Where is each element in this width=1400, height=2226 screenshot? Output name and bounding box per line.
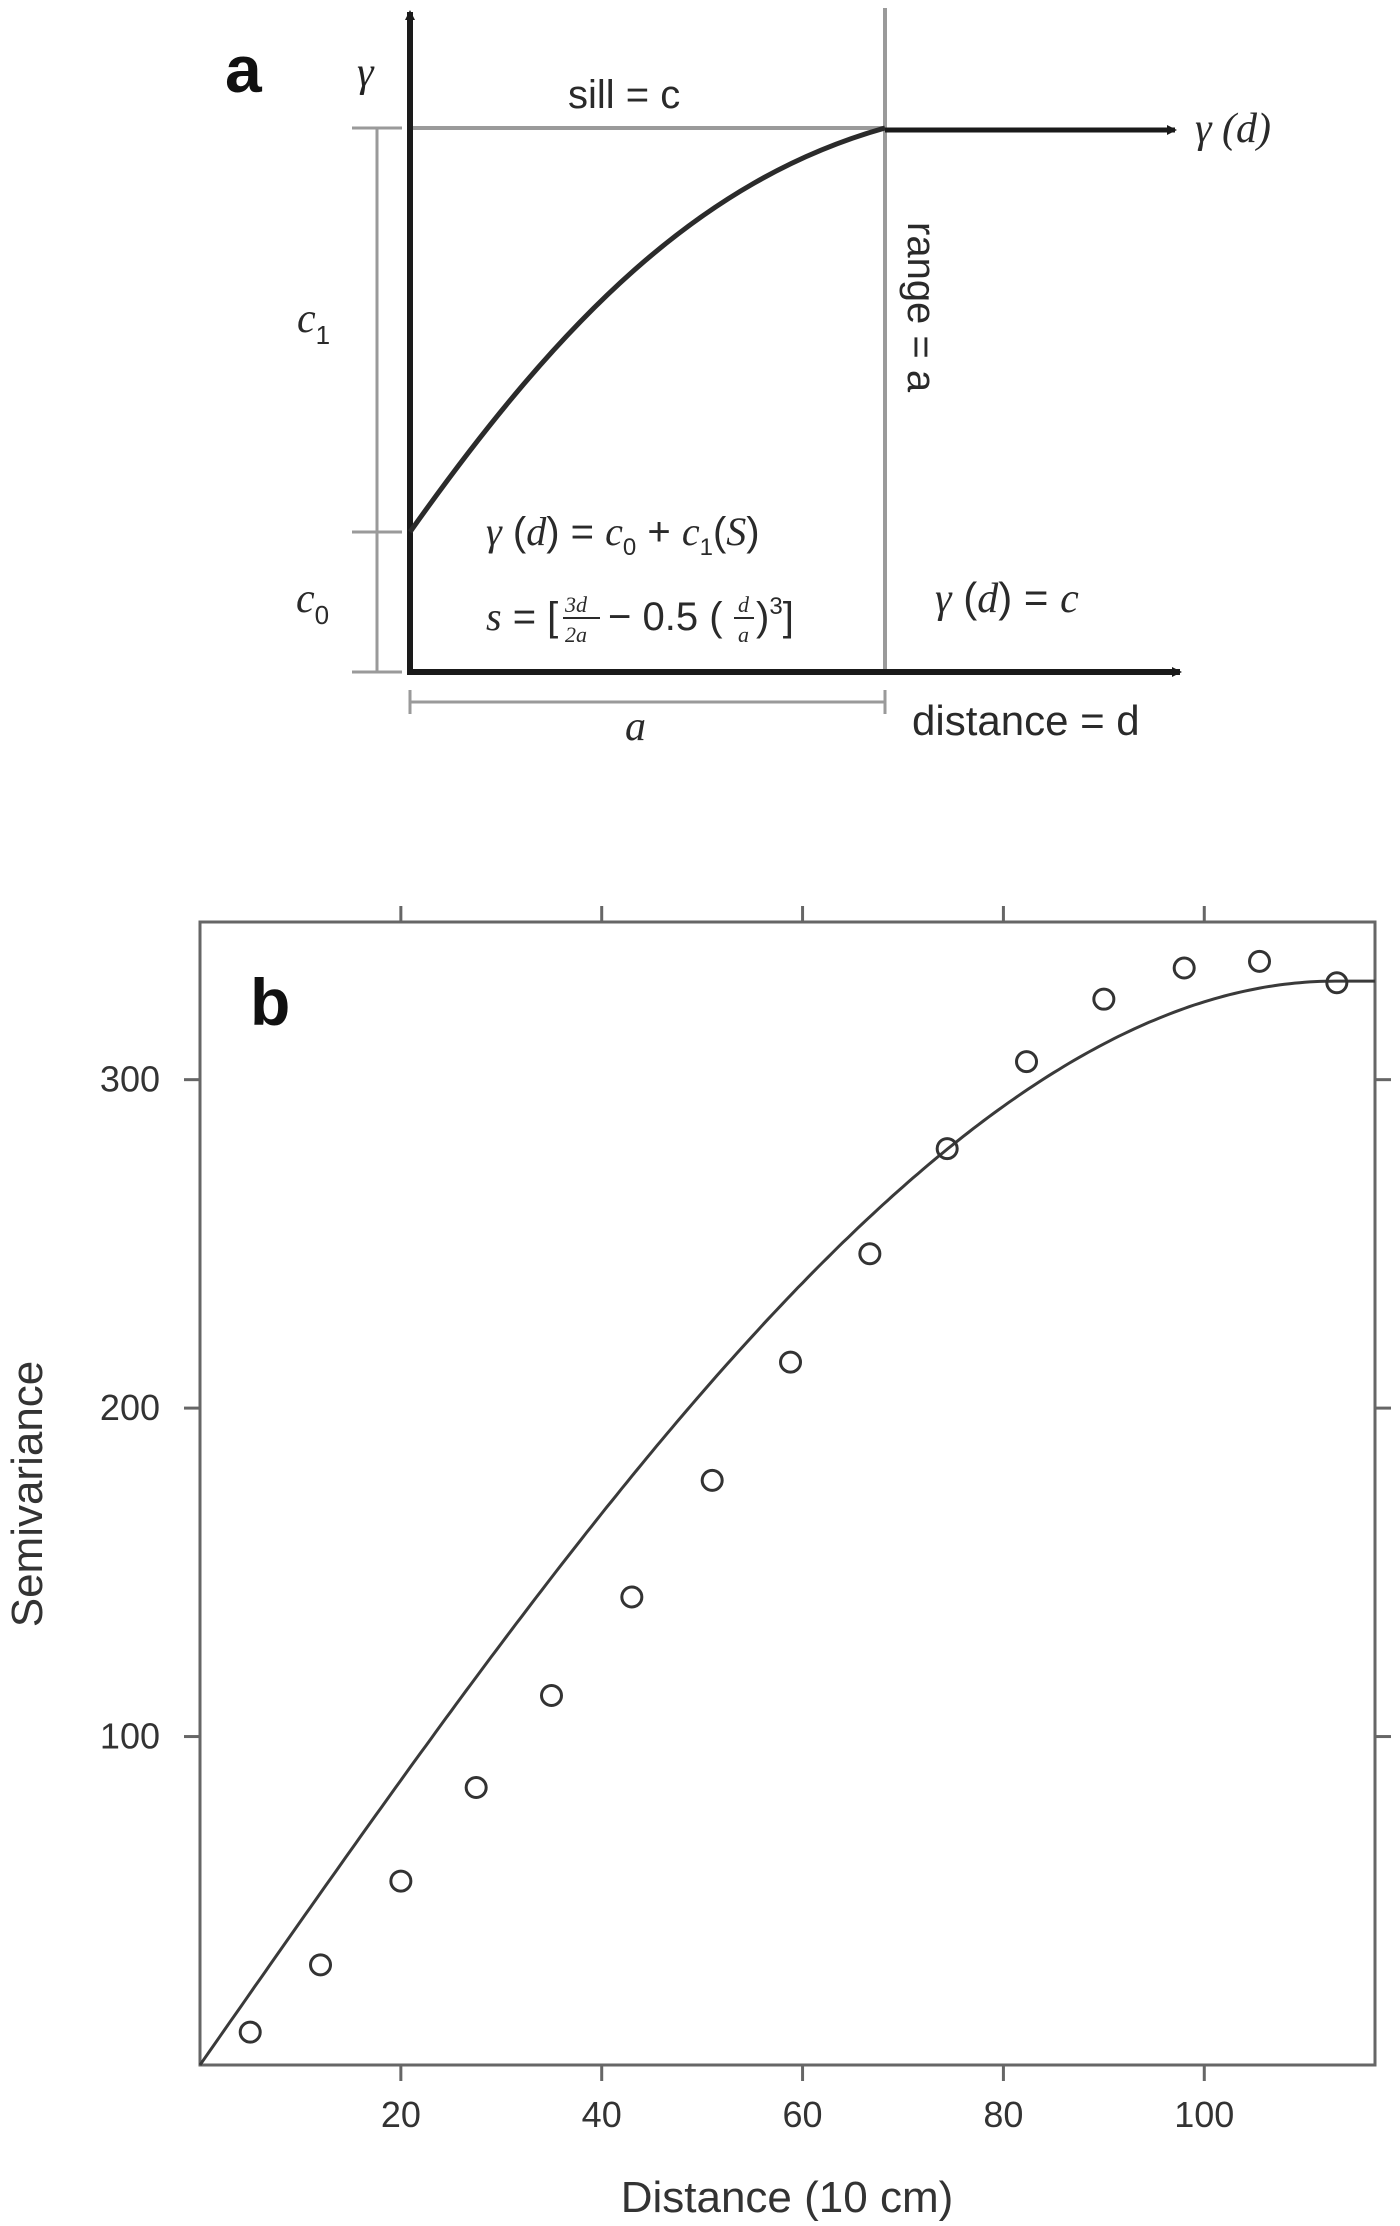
svg-text:a: a (738, 622, 749, 647)
data-point (464, 1775, 488, 1799)
y-tick-label: 100 (100, 1716, 160, 1757)
panel-a-letter: a (225, 32, 263, 106)
c1-label: c1 (297, 296, 330, 350)
plateau-formula: γ (d) = c (935, 574, 1079, 622)
x-axis-label: distance = d (912, 697, 1140, 744)
curve-label: γ (d) (1195, 106, 1271, 152)
data-point (935, 1137, 959, 1161)
plot-frame (198, 920, 1377, 2067)
y-tick-label: 200 (100, 1387, 160, 1428)
x-tick-label: 100 (1174, 2094, 1234, 2135)
data-point (1092, 987, 1116, 1011)
data-point (1325, 971, 1349, 995)
data-point (1015, 1050, 1039, 1074)
x-axis-ticks: 20 40 60 80 100 (381, 906, 1234, 2135)
svg-text:d: d (738, 592, 750, 617)
c0-label: c0 (296, 576, 329, 630)
svg-text:)3]: )3] (756, 593, 794, 639)
data-point (539, 1683, 563, 1707)
sill-label: sill = c (568, 73, 680, 117)
y-axis-symbol: γ (357, 50, 375, 96)
data-point (389, 1869, 413, 1893)
range-label: range = a (899, 222, 943, 393)
y-tick-label: 300 (100, 1059, 160, 1100)
x-tick-label: 40 (582, 2094, 622, 2135)
data-point (1172, 956, 1196, 980)
data-point (858, 1242, 882, 1266)
x-tick-label: 80 (983, 2094, 1023, 2135)
data-point (620, 1585, 644, 1609)
svg-text:2a: 2a (565, 622, 587, 647)
formula-gamma: γ (d) = c0 + c1(S) (486, 509, 760, 561)
data-points (238, 949, 1349, 2044)
model-curve (198, 979, 1375, 2066)
svg-text:s = [: s = [ (486, 594, 558, 639)
svg-text:3d: 3d (564, 592, 588, 617)
data-point (309, 1953, 333, 1977)
y-axis-ticks: 100 200 300 (100, 1059, 1391, 1757)
panel-a-schematic: a γ sill = c γ (d) range = a c1 c0 γ (d)… (225, 8, 1271, 750)
panel-b-chart: b 20 40 60 80 100 100 200 300 Distance (10 cm)… (3, 906, 1391, 2222)
x-tick-label: 60 (783, 2094, 823, 2135)
a-bracket-label: a (625, 704, 646, 750)
x-tick-label: 20 (381, 2094, 421, 2135)
y-axis-title: Semivariance (3, 1361, 52, 1628)
data-point (238, 2020, 262, 2044)
spherical-curve (407, 125, 886, 534)
panel-b-letter: b (250, 965, 290, 1039)
data-point (779, 1350, 803, 1374)
x-axis-title: Distance (10 cm) (621, 2173, 954, 2222)
data-point (700, 1468, 724, 1492)
svg-text:− 0.5 (: − 0.5 ( (608, 595, 723, 639)
data-point (1248, 949, 1272, 973)
formula-s: s = [ 3d 2a − 0.5 ( d a )3] (486, 592, 794, 647)
